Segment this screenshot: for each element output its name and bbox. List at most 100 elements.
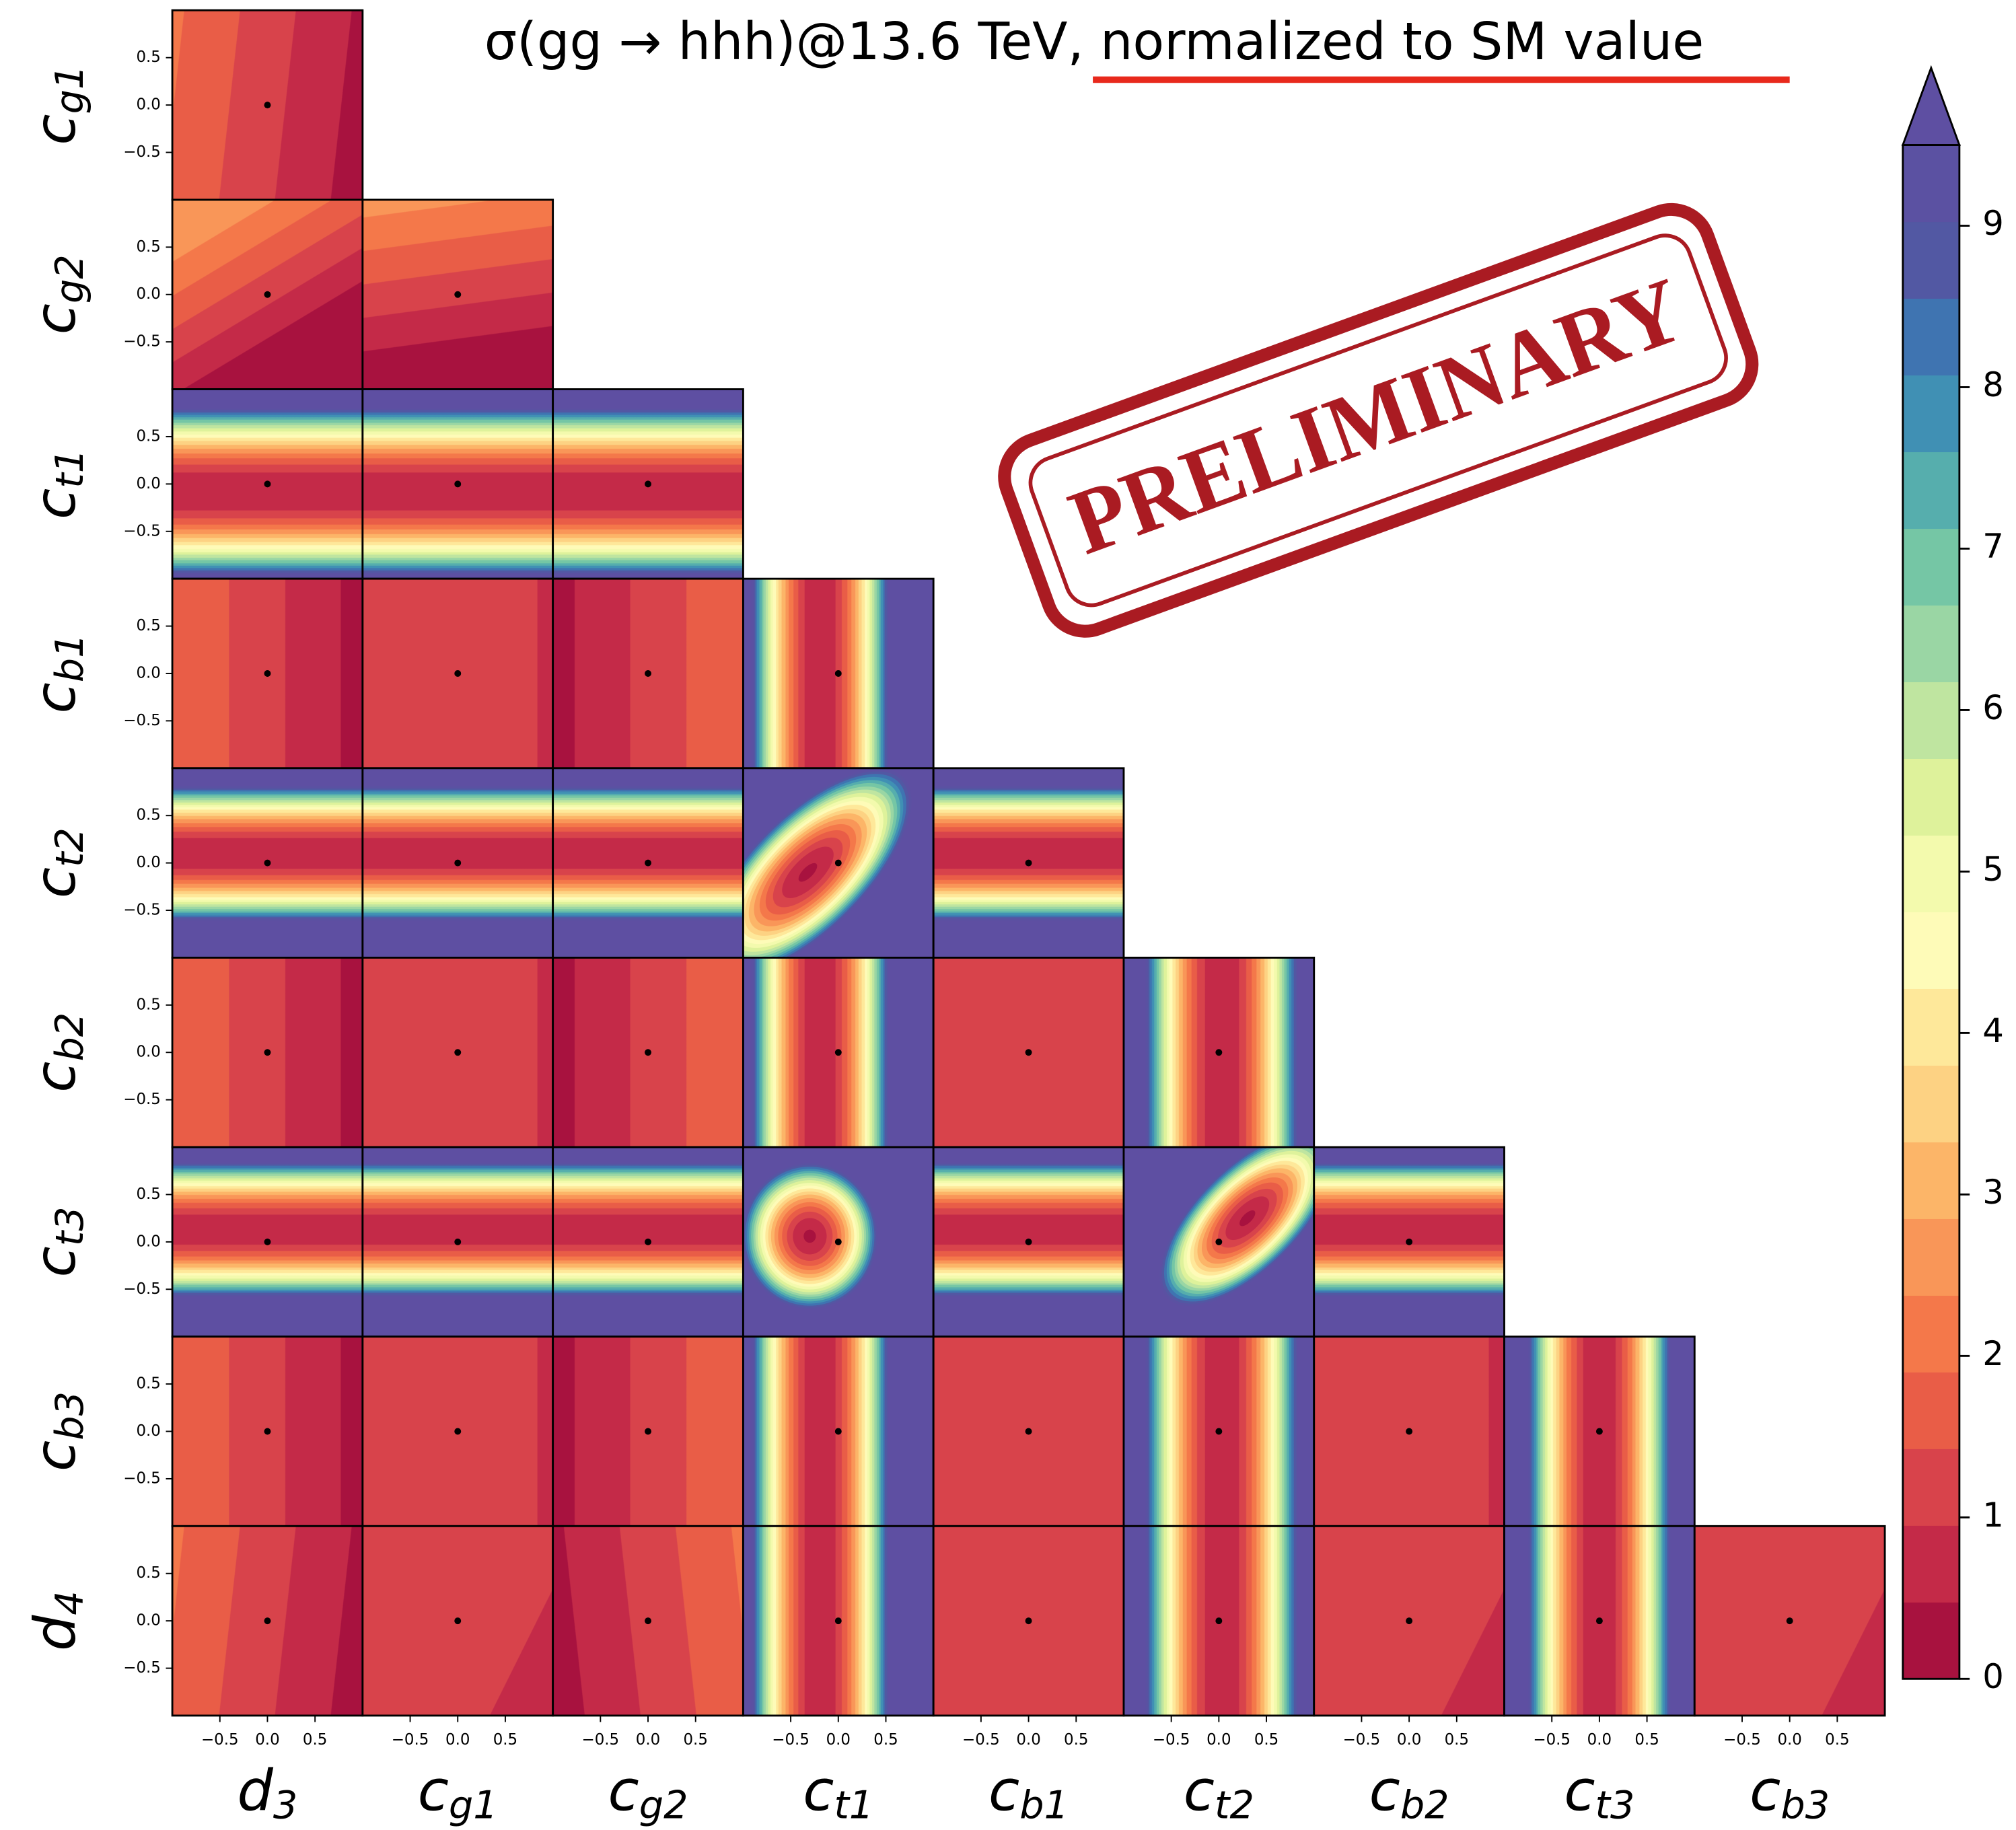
sm-point [454, 1428, 462, 1435]
x-tick-label: 0.5 [1634, 1731, 1659, 1749]
sm-point [834, 859, 842, 867]
sm-point [264, 291, 271, 298]
y-axis-label: cb1 [22, 633, 92, 713]
sm-point [454, 859, 462, 867]
x-tick-label: −0.5 [1153, 1731, 1190, 1749]
x-axis-label-symbol: c [418, 1757, 449, 1823]
colorbar-segment [1902, 451, 1959, 529]
sm-point [834, 1428, 842, 1435]
y-tick-label: −0.5 [123, 143, 161, 161]
y-tick-label: −0.5 [123, 1280, 161, 1298]
x-tick-label: 0.0 [1397, 1731, 1421, 1749]
y-tick-label: 0.5 [136, 996, 160, 1013]
sm-point [645, 480, 651, 488]
x-axis-label-subscript: g2 [639, 1782, 688, 1827]
colorbar-segment [1902, 528, 1959, 606]
x-tick-label: 0.0 [636, 1731, 660, 1749]
colorbar-segment [1902, 835, 1959, 912]
sm-point [645, 670, 651, 677]
y-tick-label: 0.0 [136, 285, 160, 303]
y-axis-label-symbol: c [22, 682, 88, 713]
x-tick-label: −0.5 [201, 1731, 239, 1749]
x-tick-label: 0.5 [1825, 1731, 1849, 1749]
colorbar-tick-label: 7 [1982, 527, 2004, 566]
x-axis-label: d3 [238, 1757, 298, 1827]
sm-point [645, 1617, 651, 1625]
y-axis-label-subscript: b3 [47, 1391, 92, 1440]
y-axis-label-subscript: b1 [47, 633, 92, 682]
y-axis-label-subscript: g2 [47, 254, 92, 303]
x-axis-label: cb2 [1369, 1757, 1449, 1827]
y-axis-label-subscript: t2 [47, 828, 92, 867]
colorbar-segment [1902, 1142, 1959, 1219]
colorbar-tick-label: 3 [1982, 1173, 2004, 1212]
y-axis-label-subscript: b2 [47, 1013, 92, 1062]
y-axis-label: cg1 [22, 65, 92, 145]
x-tick-label: −0.5 [582, 1731, 620, 1749]
sm-point [1215, 1617, 1223, 1625]
x-tick-label: 0.5 [1064, 1731, 1088, 1749]
x-axis-label-subscript: g1 [449, 1782, 498, 1827]
x-axis-label-subscript: 3 [273, 1782, 297, 1827]
sm-point [1025, 1428, 1032, 1435]
y-axis-label: cg2 [22, 254, 92, 334]
x-axis-label: ct1 [803, 1757, 873, 1827]
colorbar-tick-label: 8 [1982, 365, 2004, 404]
y-axis-label-symbol: c [22, 867, 88, 898]
y-axis-label-symbol: c [22, 303, 88, 334]
colorbar-segment [1902, 1602, 1959, 1679]
y-axis-label-symbol: c [22, 1440, 88, 1471]
x-tick-label: 0.5 [873, 1731, 898, 1749]
colorbar-segment [1902, 1295, 1959, 1372]
colorbar-segment [1902, 912, 1959, 989]
sm-point [834, 1049, 842, 1056]
x-axis-label: cg1 [418, 1757, 498, 1827]
sm-point [1215, 1238, 1223, 1245]
x-axis-label-symbol: c [803, 1757, 834, 1823]
stamp: PRELIMINARY [998, 203, 1759, 638]
y-axis-label-symbol: c [22, 1062, 88, 1093]
y-axis-label-subscript: t3 [47, 1206, 92, 1246]
colorbar-extend [1901, 65, 1961, 146]
y-tick-label: 0.5 [136, 1375, 160, 1393]
y-axis-label: ct2 [22, 828, 92, 898]
colorbar-segment [1902, 988, 1959, 1066]
y-tick-label: −0.5 [123, 902, 161, 919]
x-tick-label: 0.0 [1777, 1731, 1801, 1749]
y-axis-label-subscript: g1 [47, 65, 92, 114]
stamp-inner-border [1028, 233, 1728, 608]
y-axis-label-symbol: c [22, 488, 88, 519]
colorbar-tick-label: 9 [1982, 204, 2004, 243]
colorbar-segment [1902, 682, 1959, 760]
x-tick-label: −0.5 [1533, 1731, 1571, 1749]
sm-point [264, 670, 271, 677]
sm-point [454, 1238, 462, 1245]
sm-point [1406, 1617, 1413, 1625]
x-axis-label-symbol: c [1184, 1757, 1215, 1823]
sm-point [1215, 1428, 1223, 1435]
y-tick-label: −0.5 [123, 1659, 161, 1677]
colorbar-segment [1902, 221, 1959, 299]
sm-point [1025, 859, 1032, 867]
y-axis-label: cb2 [22, 1013, 92, 1093]
sm-point [834, 1617, 842, 1625]
x-tick-label: 0.0 [255, 1731, 279, 1749]
stamp-border [998, 203, 1759, 638]
sm-point [264, 1049, 271, 1056]
x-tick-label: 0.0 [1016, 1731, 1040, 1749]
colorbar-segment [1902, 1065, 1959, 1142]
sm-point [454, 480, 462, 488]
y-tick-label: 0.5 [136, 617, 160, 634]
y-tick-label: 0.5 [136, 1185, 160, 1203]
colorbar-segment [1902, 758, 1959, 836]
sm-point [1215, 1049, 1223, 1056]
sm-point [645, 1428, 651, 1435]
x-axis-label-symbol: c [1750, 1757, 1780, 1823]
x-tick-label: 0.0 [826, 1731, 851, 1749]
chart-title: σ(gg → hhh)@13.6 TeV, normalized to SM v… [484, 12, 1704, 72]
sm-point [1406, 1238, 1413, 1245]
sm-point [454, 670, 462, 677]
colorbar-segment [1902, 1525, 1959, 1603]
y-tick-label: 0.0 [136, 1612, 160, 1630]
y-tick-label: −0.5 [123, 712, 161, 729]
